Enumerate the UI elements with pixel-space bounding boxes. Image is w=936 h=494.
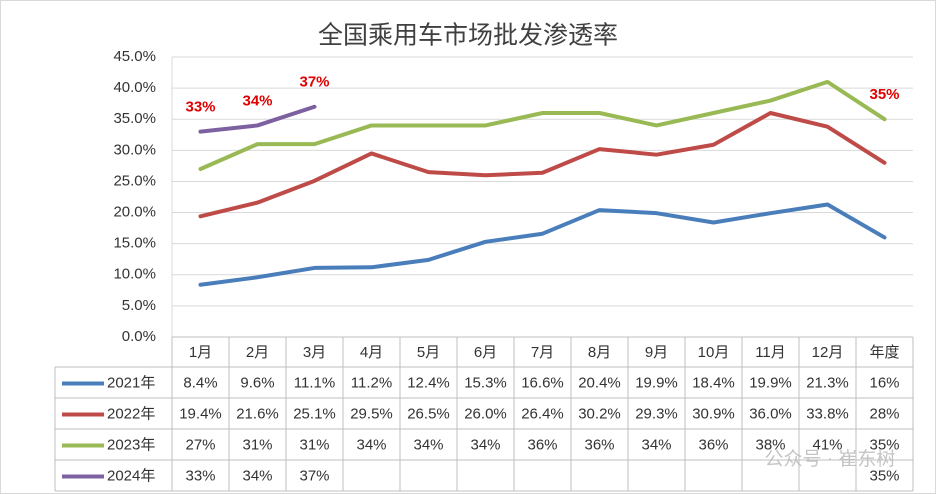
x-tick-label: 7月 [531,344,554,361]
table-cell: 11.1% [294,374,335,391]
table-cell: 36% [584,436,614,453]
table-cell: 36% [527,436,557,453]
legend-label: 2022年 [107,405,155,422]
x-tick-label: 12月 [812,344,844,361]
table-cell: 34% [470,436,500,453]
table-cell: 37% [299,467,329,484]
table-cell: 19.9% [635,374,678,391]
table-cell: 33.8% [806,405,849,422]
table-cell: 18.4% [692,374,735,391]
table-cell: 31% [242,436,272,453]
table-cell: 29.3% [635,405,678,422]
table-cell: 15.3% [464,374,507,391]
x-tick-label: 9月 [645,344,668,361]
table-cell: 34% [413,436,443,453]
table-cell: 26.5% [407,405,450,422]
table-cell: 35% [869,467,899,484]
table-cell: 38% [755,436,785,453]
x-tick-label: 5月 [417,344,440,361]
table-cell: 8.4% [183,374,217,391]
table-cell: 19.4% [179,405,222,422]
x-tick-label: 1月 [189,344,212,361]
table-cell: 21.6% [236,405,279,422]
table-cell: 27% [185,436,215,453]
x-tick-label: 11月 [755,344,786,361]
table-cell: 19.9% [749,374,792,391]
y-tick-label: 35.0% [113,110,156,127]
x-tick-label: 3月 [303,344,326,361]
y-tick-label: 0.0% [122,328,156,345]
table-cell: 26.4% [521,405,564,422]
table-cell: 20.4% [578,374,621,391]
y-tick-label: 30.0% [113,141,156,158]
series-line [198,111,887,219]
watermark: 公众号 · 崔东树 [765,448,896,470]
table-cell: 25.1% [293,405,336,422]
table-cell: 33% [185,467,215,484]
table-cell: 29.5% [350,405,393,422]
y-tick-label: 40.0% [113,79,156,96]
table-cell: 26.0% [464,405,507,422]
table-cell: 28% [869,405,899,422]
table-cell: 11.2% [351,374,392,391]
table-cell: 16.6% [521,374,564,391]
y-tick-label: 20.0% [113,204,156,221]
chart-title: 全国乘用车市场批发渗透率 [318,21,618,50]
table-cell: 21.3% [806,374,849,391]
table-cell: 36.0% [749,405,792,422]
table-cell: 30.9% [692,405,735,422]
table-cell: 34% [242,467,272,484]
x-tick-label: 6月 [474,344,497,361]
table-cell: 36% [698,436,728,453]
y-tick-label: 45.0% [113,48,156,65]
data-label: 37% [299,74,329,91]
legend-label: 2021年 [107,374,155,391]
x-tick-label: 4月 [360,344,383,361]
table-cell: 16% [869,374,899,391]
table-cell: 12.4% [407,374,450,391]
series-line [198,79,887,171]
table-cell: 9.6% [240,374,274,391]
table-cell: 34% [356,436,386,453]
y-tick-label: 15.0% [113,235,156,252]
table-cell: 34% [641,436,671,453]
y-tick-label: 25.0% [113,172,156,189]
data-label: 35% [869,86,899,103]
x-tick-label: 年度 [869,344,899,361]
y-tick-label: 10.0% [113,266,156,283]
y-tick-label: 5.0% [122,297,156,314]
legend-label: 2023年 [107,436,155,453]
table-cell: 31% [299,436,329,453]
table-cell: 30.2% [578,405,621,422]
table-cell: 41% [812,436,842,453]
data-label: 34% [242,92,272,109]
x-tick-label: 10月 [698,344,730,361]
series-line [198,202,887,287]
legend-label: 2024年 [107,467,155,484]
x-tick-label: 8月 [588,344,611,361]
data-label: 33% [185,99,215,116]
x-tick-label: 2月 [246,344,269,361]
table-cell: 35% [869,436,899,453]
